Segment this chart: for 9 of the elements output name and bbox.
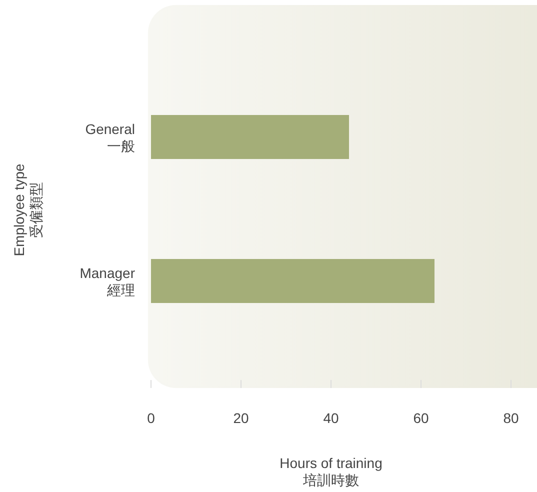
y-tick-label: General 一般 — [85, 121, 135, 154]
x-tick-label: 40 — [323, 410, 339, 426]
y-tick-label: Manager 經理 — [80, 265, 136, 298]
x-tick-label: 0 — [147, 410, 156, 426]
x-tick-label: 60 — [413, 410, 429, 426]
x-tick-label: 80 — [503, 410, 519, 426]
y-axis-title: Employee type 受僱類型 — [11, 163, 44, 256]
x-axis-title: Hours of training 培訓時數 — [280, 455, 382, 488]
x-tick-label: 20 — [233, 410, 249, 426]
